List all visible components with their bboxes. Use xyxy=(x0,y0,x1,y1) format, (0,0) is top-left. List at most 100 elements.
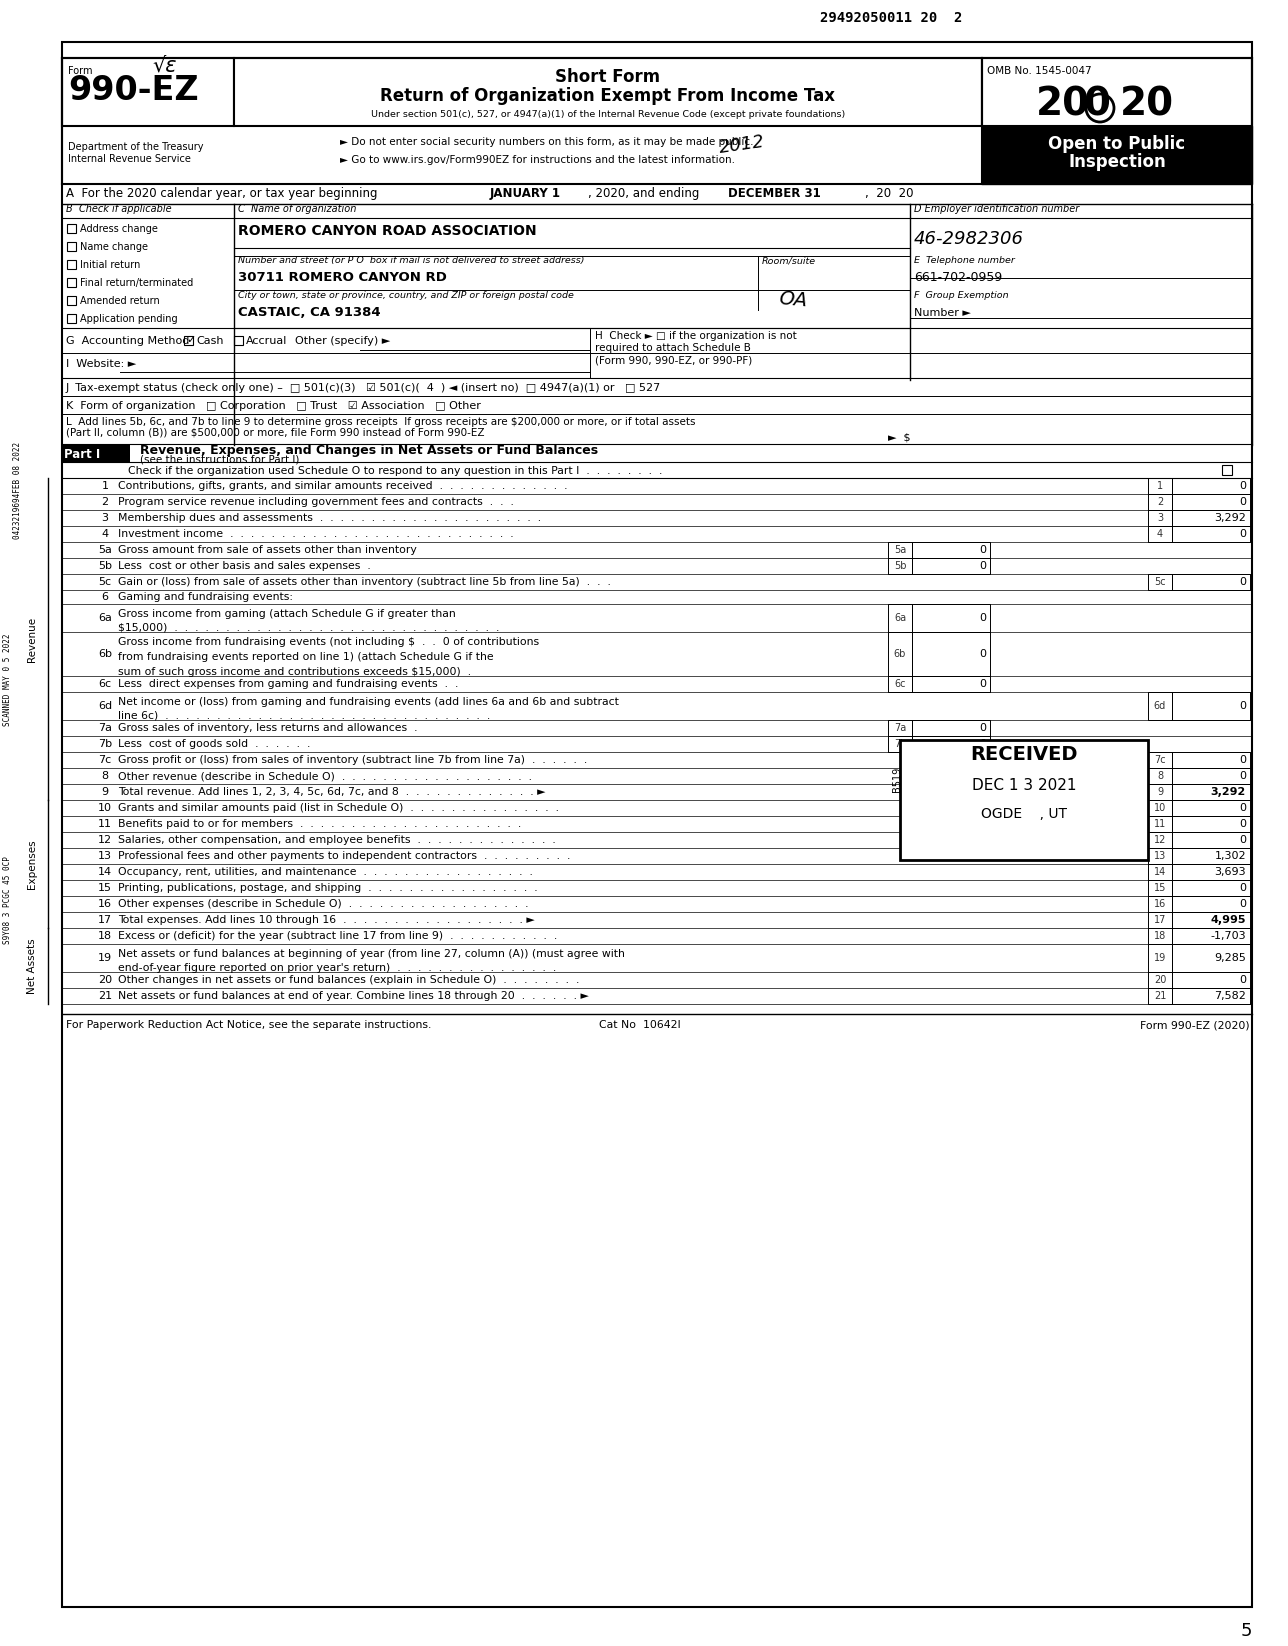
Bar xyxy=(1172,691,1249,719)
Text: Return of Organization Exempt From Income Tax: Return of Organization Exempt From Incom… xyxy=(380,87,836,105)
Bar xyxy=(67,278,76,286)
Text: 0: 0 xyxy=(1239,701,1245,711)
Text: Other changes in net assets or fund balances (explain in Schedule O)  .  .  .  .: Other changes in net assets or fund bala… xyxy=(118,974,580,984)
Text: 18: 18 xyxy=(98,932,112,942)
Text: ROMERO CANYON ROAD ASSOCIATION: ROMERO CANYON ROAD ASSOCIATION xyxy=(238,224,537,239)
Text: 6b: 6b xyxy=(98,649,112,658)
Text: 16: 16 xyxy=(98,899,112,909)
Text: 3: 3 xyxy=(102,514,108,523)
Text: OA: OA xyxy=(778,288,809,309)
Text: Short Form: Short Form xyxy=(555,67,661,86)
Text: 1: 1 xyxy=(102,481,108,491)
Text: RECEIVED: RECEIVED xyxy=(970,746,1078,764)
Bar xyxy=(981,127,1252,184)
Text: Other (specify) ►: Other (specify) ► xyxy=(295,336,390,346)
Bar xyxy=(1172,769,1249,783)
Bar xyxy=(1148,895,1172,912)
Text: Printing, publications, postage, and shipping  .  .  .  .  .  .  .  .  .  .  .  : Printing, publications, postage, and shi… xyxy=(118,882,537,894)
Text: Check if the organization used Schedule O to respond to any question in this Par: Check if the organization used Schedule … xyxy=(128,466,662,476)
Text: 5a: 5a xyxy=(98,545,112,555)
Text: ,  20  20: , 20 20 xyxy=(866,188,913,201)
Bar xyxy=(1172,881,1249,895)
Text: 30711 ROMERO CANYON RD: 30711 ROMERO CANYON RD xyxy=(238,272,447,285)
Text: end-of-year figure reported on prior year's return)  .  .  .  .  .  .  .  .  .  : end-of-year figure reported on prior yea… xyxy=(118,963,556,973)
Text: 12: 12 xyxy=(98,835,112,844)
Text: Inspection: Inspection xyxy=(1068,153,1166,171)
Bar xyxy=(234,58,981,127)
Text: 2: 2 xyxy=(1157,497,1163,507)
Text: Room/suite: Room/suite xyxy=(762,257,817,265)
Bar xyxy=(67,260,76,268)
Text: 3,693: 3,693 xyxy=(1215,867,1245,877)
Text: Gaming and fundraising events:: Gaming and fundraising events: xyxy=(118,593,292,602)
Text: Grants and similar amounts paid (list in Schedule O)  .  .  .  .  .  .  .  .  . : Grants and similar amounts paid (list in… xyxy=(118,803,559,813)
Bar xyxy=(1148,783,1172,800)
Text: 20: 20 xyxy=(1154,974,1166,984)
Text: line 6c)  .  .  .  .  .  .  .  .  .  .  .  .  .  .  .  .  .  .  .  .  .  .  .  .: line 6c) . . . . . . . . . . . . . . . .… xyxy=(118,711,491,721)
Text: Initial return: Initial return xyxy=(80,260,140,270)
Text: I  Website: ►: I Website: ► xyxy=(66,359,137,369)
Bar xyxy=(1172,848,1249,864)
Text: 19: 19 xyxy=(1154,953,1166,963)
Bar xyxy=(912,677,990,691)
Bar xyxy=(1148,691,1172,719)
Text: 14: 14 xyxy=(98,867,112,877)
Bar xyxy=(1148,769,1172,783)
Text: Number ►: Number ► xyxy=(914,308,971,318)
Bar xyxy=(1148,494,1172,510)
Text: Other revenue (describe in Schedule O)  .  .  .  .  .  .  .  .  .  .  .  .  .  .: Other revenue (describe in Schedule O) .… xyxy=(118,770,532,780)
Text: ►  $: ► $ xyxy=(887,431,911,443)
Text: Accrual: Accrual xyxy=(246,336,287,346)
Text: S9Y08 3 PCGC 45 0CP: S9Y08 3 PCGC 45 0CP xyxy=(4,856,13,943)
Text: Benefits paid to or for members  .  .  .  .  .  .  .  .  .  .  .  .  .  .  .  . : Benefits paid to or for members . . . . … xyxy=(118,820,522,830)
Text: For Paperwork Reduction Act Notice, see the separate instructions.: For Paperwork Reduction Act Notice, see … xyxy=(66,1021,431,1030)
Bar xyxy=(1148,527,1172,542)
Bar xyxy=(912,542,990,558)
Text: 10: 10 xyxy=(98,803,112,813)
Text: 6a: 6a xyxy=(894,612,905,622)
Text: 20: 20 xyxy=(1121,86,1175,123)
Text: Department of the Treasury: Department of the Treasury xyxy=(68,142,204,151)
Text: 0: 0 xyxy=(1239,770,1245,780)
Bar xyxy=(1172,928,1249,945)
Bar xyxy=(1172,494,1249,510)
Bar xyxy=(981,58,1252,127)
Text: 0: 0 xyxy=(979,723,987,732)
Text: 0423219694FEB 08 2022: 0423219694FEB 08 2022 xyxy=(13,441,22,538)
Text: , 2020, and ending: , 2020, and ending xyxy=(589,188,699,201)
Text: 661-702-0959: 661-702-0959 xyxy=(914,272,1002,285)
Text: $15,000)  .  .  .  .  .  .  .  .  .  .  .  .  .  .  .  .  .  .  .  .  .  .  .  .: $15,000) . . . . . . . . . . . . . . . .… xyxy=(118,622,500,632)
Text: J  Tax-exempt status (check only one) –  □ 501(c)(3)   ☑ 501(c)(  4  ) ◄ (insert: J Tax-exempt status (check only one) – □… xyxy=(66,384,661,393)
Text: 0: 0 xyxy=(979,680,987,690)
Text: 2012: 2012 xyxy=(717,133,766,156)
Text: Program service revenue including government fees and contracts  .  .  .: Program service revenue including govern… xyxy=(118,497,514,507)
Text: 8: 8 xyxy=(1157,770,1163,780)
Text: Gross amount from sale of assets other than inventory: Gross amount from sale of assets other t… xyxy=(118,545,417,555)
Text: 2: 2 xyxy=(102,497,108,507)
Text: 21: 21 xyxy=(1154,991,1166,1001)
Text: 7c: 7c xyxy=(1154,756,1166,765)
Bar xyxy=(67,314,76,323)
Text: 29492050011 20  2: 29492050011 20 2 xyxy=(820,12,962,25)
Bar xyxy=(234,336,243,346)
Text: 6c: 6c xyxy=(894,680,905,690)
Text: 0: 0 xyxy=(979,739,987,749)
Text: 3,292: 3,292 xyxy=(1215,514,1245,523)
Text: B519: B519 xyxy=(893,767,902,792)
Bar xyxy=(62,444,130,463)
Text: 5a: 5a xyxy=(894,545,907,555)
Text: 5b: 5b xyxy=(98,561,112,571)
Bar xyxy=(912,558,990,574)
Text: (Part II, column (B)) are $500,000 or more, file Form 990 instead of Form 990-EZ: (Part II, column (B)) are $500,000 or mo… xyxy=(66,426,484,436)
Text: 12: 12 xyxy=(1154,835,1166,844)
Bar xyxy=(1148,912,1172,928)
Circle shape xyxy=(1086,94,1114,122)
Bar xyxy=(67,242,76,250)
Text: Net assets or fund balances at end of year. Combine lines 18 through 20  .  .  .: Net assets or fund balances at end of ye… xyxy=(118,991,589,1001)
Text: 6d: 6d xyxy=(98,701,112,711)
Text: 8: 8 xyxy=(102,770,108,780)
Bar xyxy=(887,719,912,736)
Text: Net income or (loss) from gaming and fundraising events (add lines 6a and 6b and: Net income or (loss) from gaming and fun… xyxy=(118,696,618,706)
Text: 0: 0 xyxy=(1239,528,1245,538)
Bar xyxy=(1222,466,1233,476)
